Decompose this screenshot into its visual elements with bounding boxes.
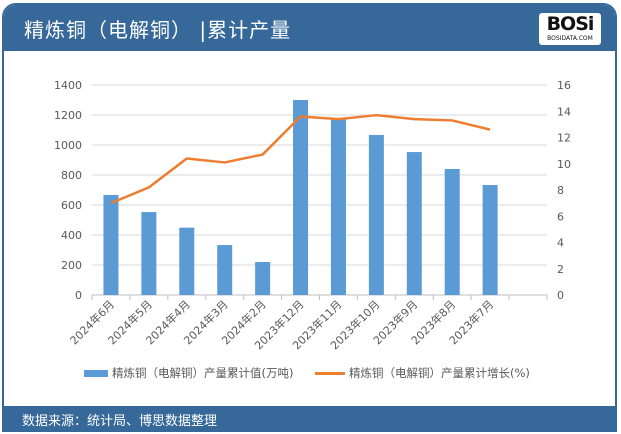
bar: [217, 245, 233, 295]
left-axis-tick: 400: [61, 229, 82, 242]
legend-swatch-bar: [84, 369, 108, 377]
bar: [444, 169, 460, 295]
right-axis-tick: 6: [557, 210, 564, 223]
data-source: 数据来源：统计局、博思数据整理: [22, 414, 218, 429]
right-axis-tick: 16: [557, 79, 571, 92]
legend-label-bar: 精炼铜（电解铜）产量累计值(万吨): [112, 366, 294, 380]
footer-bar: 数据来源：统计局、博思数据整理: [4, 406, 615, 430]
bar: [293, 100, 309, 295]
bar: [255, 262, 271, 295]
growth-line: [110, 113, 491, 205]
left-axis-tick: 800: [61, 169, 82, 182]
left-axis-tick: 600: [61, 199, 82, 212]
bar: [179, 227, 195, 295]
legend-swatch-line: [315, 371, 345, 375]
bar: [141, 212, 157, 295]
left-axis-tick: 1000: [54, 139, 82, 152]
left-axis-tick: 200: [61, 259, 82, 272]
bosi-logo: BOSi BOSIDATA.COM: [539, 13, 601, 45]
bar: [330, 118, 346, 295]
right-axis-tick: 10: [557, 158, 571, 171]
page-title: 精炼铜（电解铜） |累计产量: [24, 18, 292, 42]
bar: [482, 185, 498, 295]
bar: [368, 134, 384, 295]
right-axis-tick: 8: [557, 184, 564, 197]
right-axis-tick: 12: [557, 132, 571, 145]
right-axis-tick: 0: [557, 289, 564, 302]
legend-label-line: 精炼铜（电解铜）产量累计增长(%): [349, 366, 530, 380]
legend-item-bar: 精炼铜（电解铜）产量累计值(万吨): [84, 365, 293, 381]
right-axis-tick: 14: [557, 105, 571, 118]
bar: [103, 194, 119, 295]
left-axis-tick: 1200: [54, 109, 82, 122]
right-axis-tick: 4: [557, 237, 564, 250]
legend-item-line: 精炼铜（电解铜）产量累计增长(%): [315, 365, 530, 381]
right-axis-tick: 2: [557, 263, 564, 276]
header-bar: 精炼铜（电解铜） |累计产量 BOSi BOSIDATA.COM: [4, 5, 615, 51]
left-axis-tick: 1400: [54, 79, 82, 92]
left-axis-tick: 0: [75, 289, 82, 302]
bar: [406, 152, 422, 295]
